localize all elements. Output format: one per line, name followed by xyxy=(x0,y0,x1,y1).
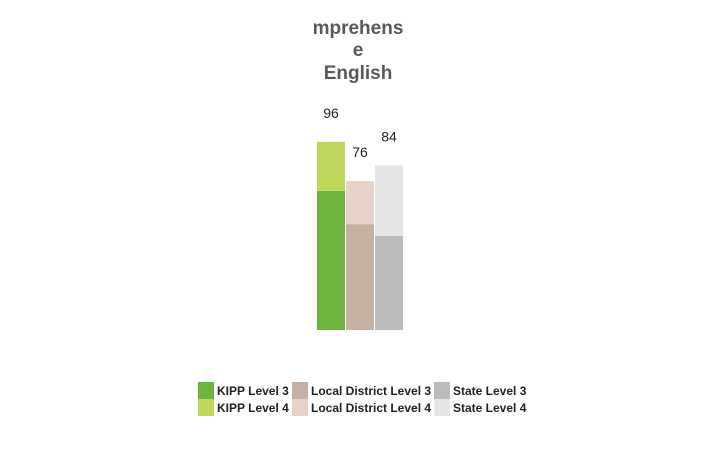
legend-swatch-state-level-3 xyxy=(434,382,450,399)
bar-kipp-level-4 xyxy=(317,141,345,191)
total-label-state: 84 xyxy=(381,128,397,144)
legend-item-kipp-level-3: KIPP Level 3 xyxy=(198,382,289,399)
bar-state-level-4 xyxy=(375,165,403,236)
total-label-local-district: 76 xyxy=(352,144,368,160)
legend-item-state-level-3: State Level 3 xyxy=(434,382,527,399)
legend-swatch-local-district-level-3 xyxy=(292,382,308,399)
legend-item-kipp-level-4: KIPP Level 4 xyxy=(198,399,289,416)
bar-kipp-level-3 xyxy=(317,190,345,330)
legend-label-state-level-4: State Level 4 xyxy=(453,401,527,415)
legend-label-local-district-level-4: Local District Level 4 xyxy=(311,401,431,415)
legend-label-kipp-level-3: KIPP Level 3 xyxy=(217,384,289,398)
title-line-2: e xyxy=(353,40,364,61)
legend-label-kipp-level-4: KIPP Level 4 xyxy=(217,401,289,415)
title-line-3: English xyxy=(324,63,393,84)
title-line-1: mprehens xyxy=(313,18,404,39)
legend-swatch-kipp-level-3 xyxy=(198,382,214,399)
bars xyxy=(317,141,403,330)
total-labels: 96 76 84 xyxy=(323,105,397,160)
bar-local-district-level-4 xyxy=(346,181,374,225)
legend: KIPP Level 3 KIPP Level 4 Local District L… xyxy=(198,382,527,416)
legend-label-local-district-level-3: Local District Level 3 xyxy=(311,384,431,398)
bar-state-level-3 xyxy=(375,235,403,330)
legend-item-local-district-level-4: Local District Level 4 xyxy=(292,399,431,416)
legend-label-state-level-3: State Level 3 xyxy=(453,384,527,398)
legend-item-local-district-level-3: Local District Level 3 xyxy=(292,382,431,399)
legend-item-state-level-4: State Level 4 xyxy=(434,399,527,416)
bar-local-district-level-3 xyxy=(346,224,374,330)
legend-swatch-local-district-level-4 xyxy=(292,399,308,416)
legend-swatch-state-level-4 xyxy=(434,399,450,416)
legend-swatch-kipp-level-4 xyxy=(198,399,214,416)
total-label-kipp: 96 xyxy=(323,105,339,121)
